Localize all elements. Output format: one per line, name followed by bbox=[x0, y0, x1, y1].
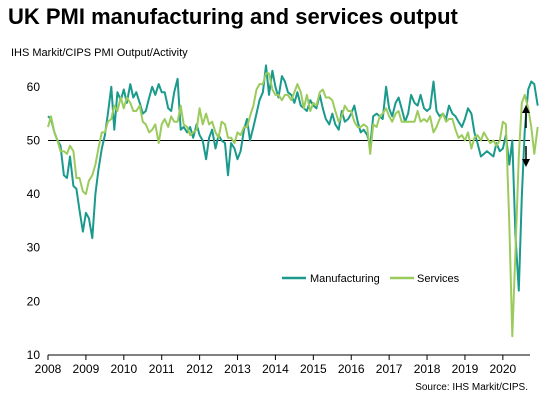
x-tick-label: 2011 bbox=[149, 362, 175, 376]
y-tick-label: 60 bbox=[27, 80, 41, 94]
x-tick-label: 2014 bbox=[262, 362, 289, 376]
up-arrow-icon bbox=[522, 105, 530, 113]
y-tick-label: 20 bbox=[27, 294, 41, 308]
legend-label-services: Services bbox=[417, 273, 460, 285]
y-tick-label: 50 bbox=[27, 133, 41, 147]
x-tick-label: 2008 bbox=[35, 362, 62, 376]
x-tick-label: 2012 bbox=[186, 362, 213, 376]
x-tick-label: 2009 bbox=[73, 362, 100, 376]
x-tick-label: 2010 bbox=[110, 362, 137, 376]
x-tick-label: 2016 bbox=[338, 362, 365, 376]
chart-title: UK PMI manufacturing and services output bbox=[8, 4, 458, 29]
legend-label-manufacturing: Manufacturing bbox=[310, 273, 380, 285]
x-tick-label: 2017 bbox=[376, 362, 403, 376]
x-tick-label: 2019 bbox=[452, 362, 479, 376]
x-tick-label: 2018 bbox=[414, 362, 441, 376]
y-tick-label: 30 bbox=[27, 241, 41, 255]
down-arrow-icon bbox=[522, 159, 530, 167]
y-tick-label: 40 bbox=[27, 187, 41, 201]
chart-subtitle: IHS Markit/CIPS PMI Output/Activity bbox=[11, 47, 188, 59]
x-tick-label: 2013 bbox=[224, 362, 251, 376]
series-line-services bbox=[47, 72, 539, 338]
x-tick-label: 2020 bbox=[490, 362, 517, 376]
y-tick-label: 10 bbox=[27, 348, 41, 362]
x-tick-label: 2015 bbox=[300, 362, 327, 376]
source-note: Source: IHS Markit/CIPS. bbox=[415, 382, 528, 393]
